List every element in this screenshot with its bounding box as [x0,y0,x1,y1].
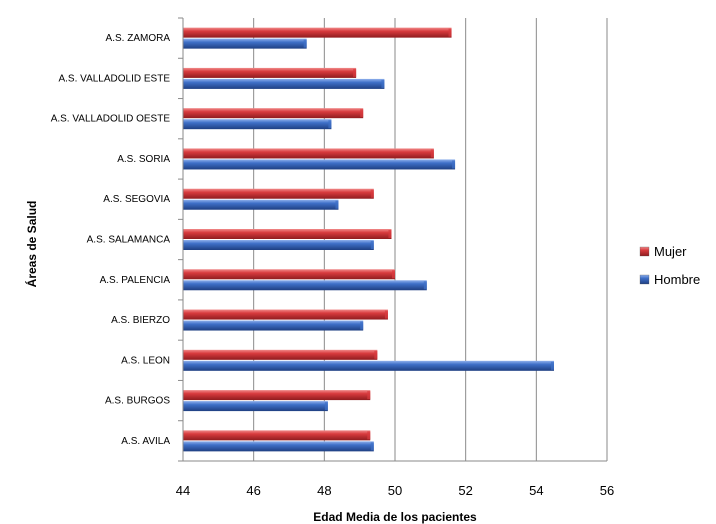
bar-cap [384,310,388,319]
x-tick-label: 56 [600,483,614,498]
legend-swatch-mujer [639,246,650,257]
bar-cap [370,241,374,249]
bar-mujer [183,309,388,320]
category-label: A.S. SALAMANCA [87,235,171,246]
bar-cap [374,350,378,359]
category-label: A.S. PALENCIA [100,275,171,286]
x-axis-title: Edad Media de los pacientes [313,510,477,524]
bar-cap [353,68,357,77]
bar-cap [452,160,456,169]
bar-cap [367,391,371,400]
category-label: A.S. ZAMORA [106,33,171,44]
bar-mujer [183,430,371,441]
category-labels: A.S. ZAMORA A.S. VALLADOLID ESTE A.S. VALL… [51,33,171,447]
category-label: A.S. VALLADOLID ESTE [58,73,170,84]
bar-cap [370,189,374,198]
legend-swatch-hombre [639,274,650,285]
bar-cap [551,361,554,370]
bars [183,27,554,452]
bar-hombre [183,38,307,49]
x-tick-label: 48 [317,483,331,498]
category-label: A.S. BURGOS [105,396,170,407]
category-label: A.S. BIERZO [111,315,170,326]
bar-hombre [183,401,328,412]
legend: Mujer Hombre [639,244,700,287]
bar-mujer [183,269,395,280]
bar-cap [423,281,427,290]
bar-cap [448,28,452,37]
bar-cap [430,149,434,158]
bar-cap [392,270,395,279]
bar-mujer [183,349,378,360]
grid-lines [253,18,608,461]
legend-label: Mujer [654,244,687,259]
axes [178,17,607,462]
x-tick-label: 46 [246,483,260,498]
bar-hombre [183,78,385,89]
x-tick-labels: 44 46 48 50 52 54 56 [176,483,614,498]
bar-hombre [183,320,364,331]
x-tick-label: 54 [529,483,543,498]
bar-cap [381,79,385,88]
x-tick-label: 50 [388,483,402,498]
bar-cap [303,39,307,48]
bar-mujer [183,27,452,38]
x-tick-label: 52 [458,483,472,498]
bar-hombre [183,360,554,371]
bar-mujer [183,67,357,78]
bar-hombre [183,441,374,452]
category-label: A.S. AVILA [121,436,170,447]
bar-mujer [183,390,371,401]
bar-cap [367,431,371,440]
bar-hombre [183,159,456,170]
category-label: A.S. SEGOVIA [103,194,170,205]
bar-hombre [183,280,427,291]
bar-hombre [183,240,374,250]
bar-cap [360,109,364,118]
x-tick-label: 44 [176,483,190,498]
bar-mujer [183,108,364,119]
category-label: A.S. VALLADOLID OESTE [51,114,171,125]
bar-mujer [183,229,392,239]
bar-mujer [183,148,434,159]
y-axis-title: Áreas de Salud [24,201,39,288]
bar-cap [370,442,374,451]
bar-cap [328,120,332,129]
bar-cap [388,230,392,238]
legend-label: Hombre [654,272,700,287]
bar-cap [360,321,364,330]
bar-cap [324,402,328,411]
category-label: A.S. LEON [121,355,170,366]
bar-hombre [183,119,332,130]
bar-cap [335,200,339,209]
bar-hombre [183,199,339,210]
bar-mujer [183,188,374,199]
category-label: A.S. SORIA [117,154,170,165]
